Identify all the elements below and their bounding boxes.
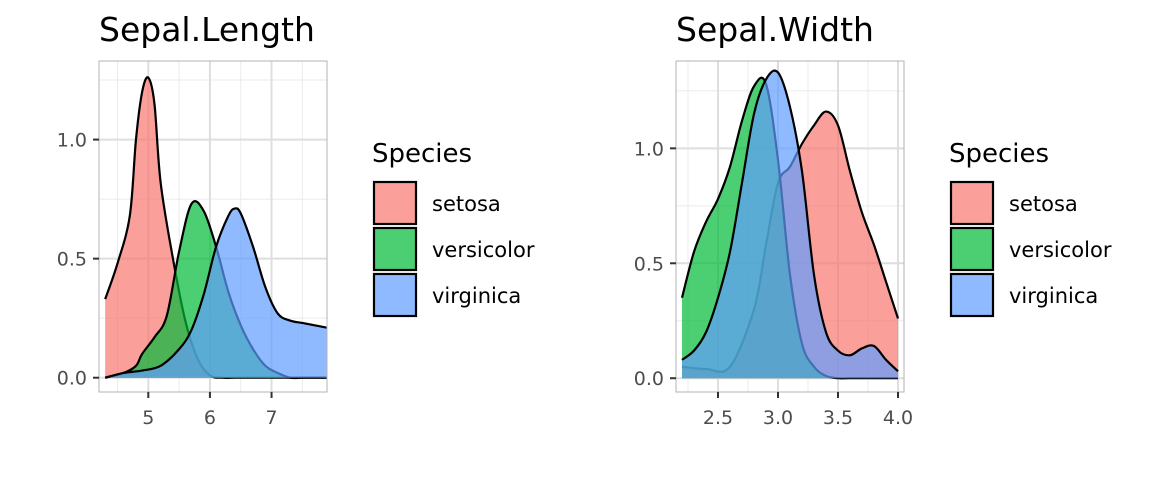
- sepal-width-x-tick-label: 2.5: [703, 407, 733, 429]
- sepal-width-title: Sepal.Width: [676, 10, 874, 49]
- sepal-length-density-area-setosa: [105, 77, 327, 378]
- sepal-width-legend-key-virginica: [949, 272, 995, 318]
- sepal-width-legend-key-versicolor: [949, 226, 995, 272]
- sepal-length-y-tick-label: 0.0: [57, 368, 87, 390]
- sepal-width-x-tick-label: 3.5: [823, 407, 853, 429]
- sepal-width-y-tick-label: 0.5: [634, 253, 664, 275]
- sepal-length-density-line-virginica: [104, 207, 327, 379]
- sepal-length-legend-label-versicolor: versicolor: [432, 238, 535, 262]
- sepal-length-legend-key-virginica: [372, 272, 418, 318]
- sepal-width-x-tick-label: 4.0: [883, 407, 913, 429]
- sepal-width-density-area-virginica: [682, 70, 898, 379]
- sepal-width-y-tick-label: 1.0: [634, 138, 664, 160]
- sepal-length-legend: Species setosa versicolor virginica: [372, 139, 535, 318]
- sepal-width-y-tick-label: 0.0: [634, 368, 664, 390]
- sepal-width-legend-label-setosa: setosa: [1009, 192, 1078, 216]
- sepal-width-panel: Sepal.Width 2.5 3.0 3.5 4.0 0.0 0.5 1.0 Species s…: [634, 10, 1112, 429]
- sepal-width-legend-label-virginica: virginica: [1009, 284, 1098, 308]
- sepal-length-y-tick-label: 0.5: [57, 249, 87, 271]
- sepal-width-density-line-virginica: [681, 69, 899, 373]
- sepal-width-x-tick-label: 3.0: [763, 407, 793, 429]
- sepal-length-legend-key-setosa: [372, 180, 418, 226]
- sepal-length-x-tick-label: 5: [142, 407, 154, 429]
- sepal-length-legend-label-setosa: setosa: [432, 192, 501, 216]
- sepal-width-densities: [680, 69, 900, 380]
- sepal-length-x-tick-label: 7: [265, 407, 277, 429]
- sepal-width-legend-title: Species: [949, 139, 1049, 169]
- sepal-length-legend-title: Species: [372, 139, 472, 169]
- sepal-length-x-tick-label: 6: [204, 407, 216, 429]
- sepal-length-title: Sepal.Length: [99, 10, 315, 49]
- sepal-length-panel-border: [98, 60, 328, 393]
- sepal-width-panel-border: [675, 60, 905, 393]
- sepal-length-panel: Sepal.Length 5 6 7 0.0 0.5 1.0 Species setosa ver…: [57, 10, 535, 429]
- sepal-length-y-tick-label: 1.0: [57, 130, 87, 152]
- sepal-width-legend: Species setosa versicolor virginica: [949, 139, 1112, 318]
- sepal-length-density-area-virginica: [105, 208, 327, 378]
- sepal-width-legend-key-setosa: [949, 180, 995, 226]
- sepal-length-legend-key-versicolor: [372, 226, 418, 272]
- sepal-length-legend-label-virginica: virginica: [432, 284, 521, 308]
- sepal-width-legend-label-versicolor: versicolor: [1009, 238, 1112, 262]
- sepal-length-densities: [104, 76, 327, 380]
